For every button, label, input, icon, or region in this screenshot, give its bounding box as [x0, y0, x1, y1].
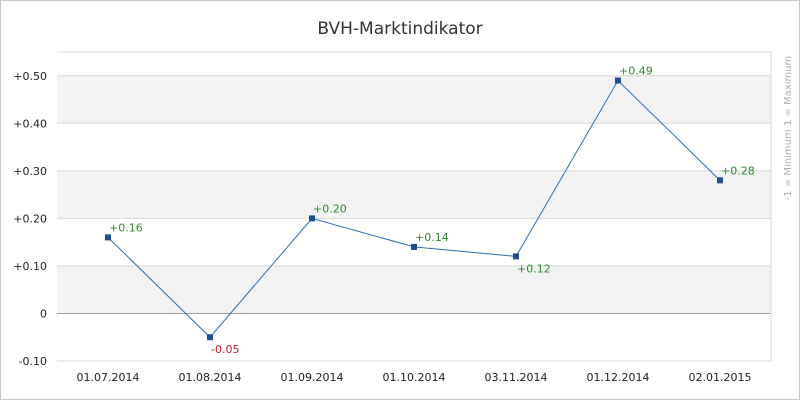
data-label: +0.16 — [109, 221, 143, 234]
x-tick-label: 02.01.2015 — [689, 371, 752, 384]
y-tick-label: 0 — [40, 307, 47, 320]
data-point — [309, 215, 315, 222]
data-label: +0.12 — [517, 262, 551, 275]
x-tick-label: 03.11.2014 — [485, 371, 548, 384]
gridlines — [57, 51, 772, 362]
data-point — [105, 234, 111, 241]
y-tick-label: +0.50 — [13, 70, 47, 83]
data-label: -0.05 — [211, 343, 239, 356]
x-axis-ticks: 01.07.2014 01.08.2014 01.09.2014 01.10.2014… — [77, 371, 752, 384]
y-tick-label: +0.30 — [13, 165, 47, 178]
x-tick-label: 01.10.2014 — [383, 371, 446, 384]
scale-note: -1 = Minimum 1 = Maximum — [783, 56, 794, 201]
y-tick-label: +0.10 — [13, 260, 47, 273]
plot-bands — [57, 75, 771, 314]
data-label: +0.49 — [619, 65, 653, 78]
x-tick-label: 01.09.2014 — [281, 371, 344, 384]
data-point — [411, 243, 417, 250]
x-tick-label: 01.07.2014 — [77, 371, 140, 384]
series-markers — [105, 77, 723, 341]
chart-title: BVH-Marktindikator — [317, 19, 482, 39]
x-tick-label: 01.08.2014 — [179, 371, 242, 384]
x-tick-label: 01.12.2014 — [587, 371, 650, 384]
grid-band — [57, 265, 771, 314]
grid-band — [57, 170, 771, 219]
data-point — [513, 253, 519, 260]
data-labels: +0.16 -0.05 +0.20 +0.14 +0.12 +0.49 +0.28 — [109, 65, 755, 357]
grid-band — [57, 75, 771, 124]
data-point — [717, 177, 723, 184]
data-label: +0.28 — [721, 164, 755, 177]
data-label: +0.20 — [313, 202, 347, 215]
data-label: +0.14 — [415, 231, 449, 244]
y-axis-ticks: -0.10 0 +0.10 +0.20 +0.30 +0.40 +0.50 — [13, 70, 47, 368]
data-point — [207, 334, 213, 341]
y-tick-label: -0.10 — [19, 355, 47, 368]
data-point — [615, 77, 621, 84]
y-tick-label: +0.20 — [13, 212, 47, 225]
y-tick-label: +0.40 — [13, 117, 47, 130]
